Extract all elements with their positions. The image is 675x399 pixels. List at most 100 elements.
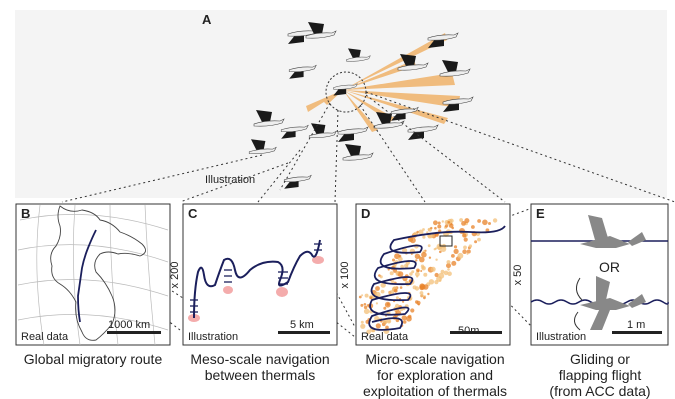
or-label: OR xyxy=(599,259,620,275)
caption-line: Micro-scale navigation xyxy=(340,351,530,367)
caption-meso-scale: Meso-scale navigation between thermals xyxy=(172,351,348,383)
thermal-point xyxy=(431,267,436,272)
thermal-point xyxy=(451,261,456,266)
thermal-point xyxy=(467,250,471,254)
thermal-point xyxy=(454,249,459,254)
panel-e: E OR Illustration 1 m x 50 xyxy=(512,204,668,345)
thermal-point xyxy=(419,257,425,263)
thermal-point xyxy=(437,225,441,229)
thermal-point xyxy=(415,286,419,290)
panel-d-data-label: Real data xyxy=(361,331,409,343)
thermal-point xyxy=(464,218,469,223)
thermal-point xyxy=(385,326,389,330)
caption-line: exploitation of thermals xyxy=(340,383,530,399)
thermal-point xyxy=(376,323,381,328)
thermal-point xyxy=(464,238,468,242)
caption-global-route: Global migratory route xyxy=(0,351,186,367)
thermal-point xyxy=(402,315,407,320)
thermal-point xyxy=(429,257,431,259)
thermal-point xyxy=(427,293,429,295)
caption-line: Gliding or xyxy=(530,351,670,367)
thermal-point xyxy=(462,249,467,254)
panel-b: B Real data 1000 km xyxy=(16,204,170,345)
caption-line: flapping flight xyxy=(530,367,670,383)
thermal-point xyxy=(447,260,451,264)
thermal-point xyxy=(375,286,380,291)
panel-c-magnification: x 200 xyxy=(169,262,181,289)
thermal-point xyxy=(423,296,426,299)
thermal-point xyxy=(434,227,437,230)
thermal-point xyxy=(415,272,420,277)
thermal-point xyxy=(451,254,455,258)
thermal-point xyxy=(361,321,364,324)
thermal-point xyxy=(419,285,424,290)
caption-micro-scale: Micro-scale navigation for exploration a… xyxy=(340,351,530,399)
thermal-point xyxy=(383,307,386,310)
panel-e-magnification: x 50 xyxy=(512,265,524,286)
thermal-point xyxy=(400,286,403,289)
thermal-point xyxy=(396,271,399,274)
thermal-point xyxy=(444,271,449,276)
thermal-point xyxy=(438,222,441,225)
thermal-point xyxy=(392,259,395,262)
thermal-point xyxy=(493,218,497,222)
thermal-point xyxy=(482,220,488,226)
panel-c-scale-bar xyxy=(278,331,330,334)
thermal-point xyxy=(474,240,477,243)
thermal-point xyxy=(435,273,439,277)
thermal-point xyxy=(477,238,481,242)
panel-e-data-label: Illustration xyxy=(536,331,586,343)
thermal-point xyxy=(399,255,402,258)
thermal-point xyxy=(364,303,367,306)
thermal-point xyxy=(430,227,432,229)
panel-a-background xyxy=(15,10,667,198)
caption-line: for exploration and xyxy=(340,367,530,383)
caption-flight-mode: Gliding or flapping flight (from ACC dat… xyxy=(530,351,670,399)
panel-c: C Illustration 5 km x 200 xyxy=(169,204,337,345)
caption-line: (from ACC data) xyxy=(530,383,670,399)
panel-b-scale-label: 1000 km xyxy=(108,319,150,331)
thermal-point xyxy=(428,235,432,239)
panel-c-letter: C xyxy=(188,206,198,221)
thermal-point xyxy=(361,294,363,296)
thermal-point xyxy=(423,273,427,277)
panel-b-scale-bar xyxy=(107,331,161,334)
thermal-point xyxy=(416,269,420,273)
thermal-point xyxy=(488,222,491,225)
thermal-point xyxy=(471,225,475,229)
thermal-point xyxy=(390,271,394,275)
thermal-point xyxy=(440,246,446,252)
thermal-point xyxy=(469,244,472,247)
thermal-point xyxy=(463,246,467,250)
thermal-point xyxy=(454,245,457,248)
thermal-point xyxy=(428,244,431,247)
panel-c-data-label: Illustration xyxy=(188,331,238,343)
thermal-point xyxy=(391,280,394,283)
panel-a-letter: A xyxy=(202,12,212,27)
thermal-point xyxy=(421,252,427,258)
thermal-point xyxy=(415,259,417,261)
thermal-point xyxy=(451,227,454,230)
thermal-point xyxy=(409,272,413,276)
thermal-point xyxy=(435,259,437,261)
thermal-point xyxy=(477,219,481,223)
panel-d-magnification: x 100 xyxy=(339,262,351,289)
thermal-point xyxy=(442,220,444,222)
caption-line: Meso-scale navigation xyxy=(172,351,348,367)
thermal-point xyxy=(367,304,370,307)
thermal-point xyxy=(447,268,450,271)
thermal-point xyxy=(415,254,420,259)
panel-d-letter: D xyxy=(361,206,370,221)
thermal-point xyxy=(381,290,385,294)
thermal-point xyxy=(422,236,425,239)
thermal-point xyxy=(416,301,420,305)
thermal-point xyxy=(428,228,431,231)
thermal-point xyxy=(396,296,399,299)
thermal-point xyxy=(422,266,425,269)
panel-d: D Real data 50m x 100 xyxy=(339,204,510,345)
thermal-point xyxy=(408,315,412,319)
panel-b-letter: B xyxy=(21,206,30,221)
thermal-point xyxy=(385,302,391,308)
thermal-point xyxy=(420,270,422,272)
